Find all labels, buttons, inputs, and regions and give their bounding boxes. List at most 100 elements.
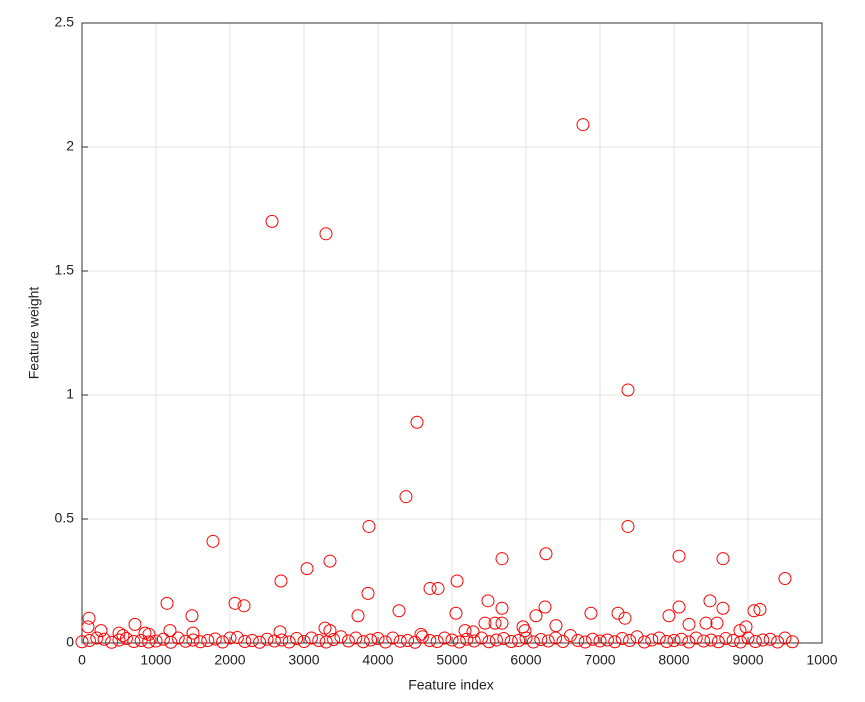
point [323, 554, 337, 568]
point [431, 581, 445, 595]
point [186, 626, 200, 640]
point [105, 635, 119, 649]
point [719, 632, 733, 646]
point [778, 631, 792, 645]
point [478, 616, 492, 630]
point [734, 635, 748, 649]
point [430, 635, 444, 649]
point [450, 574, 464, 588]
point [600, 633, 614, 647]
point [323, 624, 337, 638]
point [452, 635, 466, 649]
point [630, 630, 644, 644]
point [495, 601, 509, 615]
point [423, 634, 437, 648]
point [445, 633, 459, 647]
point [351, 609, 365, 623]
point [475, 631, 489, 645]
point [660, 635, 674, 649]
point [275, 633, 289, 647]
y-tick-label: 1 [66, 386, 74, 402]
point [538, 600, 552, 614]
point [304, 631, 318, 645]
point [163, 624, 177, 638]
point [179, 634, 193, 648]
point [290, 632, 304, 646]
point [237, 599, 251, 613]
point [282, 635, 296, 649]
point [364, 633, 378, 647]
point [362, 519, 376, 533]
point [704, 633, 718, 647]
point [526, 635, 540, 649]
point [778, 572, 792, 586]
point [327, 633, 341, 647]
point [756, 633, 770, 647]
point [386, 631, 400, 645]
point [711, 635, 725, 649]
point [703, 594, 717, 608]
point [710, 616, 724, 630]
point [423, 581, 437, 595]
point [458, 624, 472, 638]
point [662, 609, 676, 623]
point [156, 632, 170, 646]
point [541, 634, 555, 648]
point [488, 616, 502, 630]
point [771, 635, 785, 649]
point [539, 547, 553, 561]
point [193, 635, 207, 649]
point [186, 633, 200, 647]
point [127, 635, 141, 649]
point [230, 631, 244, 645]
point [645, 633, 659, 647]
point [785, 635, 799, 649]
y-tick-label: 2 [66, 138, 74, 154]
x-tick-label: 3000 [288, 652, 319, 668]
point [586, 632, 600, 646]
point [504, 635, 518, 649]
x-tick-label: 1000 [140, 652, 171, 668]
point [238, 635, 252, 649]
point [697, 634, 711, 648]
point [733, 624, 747, 638]
point [371, 632, 385, 646]
point [747, 604, 761, 618]
point [699, 616, 713, 630]
point [116, 629, 130, 643]
point [300, 562, 314, 576]
point [674, 632, 688, 646]
y-tick-label: 0 [66, 634, 74, 650]
point [82, 611, 96, 625]
point [753, 603, 767, 617]
point [716, 601, 730, 615]
point [518, 624, 532, 638]
point [449, 606, 463, 620]
point [349, 631, 363, 645]
point [495, 552, 509, 566]
point [414, 627, 428, 641]
y-axis-label: Feature weight [26, 287, 42, 380]
x-tick-label: 5000 [436, 652, 467, 668]
point [672, 600, 686, 614]
x-tick-label: 9000 [732, 652, 763, 668]
point [529, 609, 543, 623]
point [578, 635, 592, 649]
point [81, 620, 95, 634]
point [97, 632, 111, 646]
point [410, 415, 424, 429]
point [253, 635, 267, 649]
point [297, 635, 311, 649]
x-axis-label: Feature index [408, 677, 494, 693]
point [682, 617, 696, 631]
x-tick-label: 1000 [806, 652, 837, 668]
point [142, 635, 156, 649]
y-tick-label: 1.5 [55, 262, 75, 278]
point [467, 634, 481, 648]
point [94, 624, 108, 638]
point [341, 634, 355, 648]
point [223, 631, 237, 645]
x-tick-label: 7000 [584, 652, 615, 668]
point [319, 227, 333, 241]
point [356, 635, 370, 649]
